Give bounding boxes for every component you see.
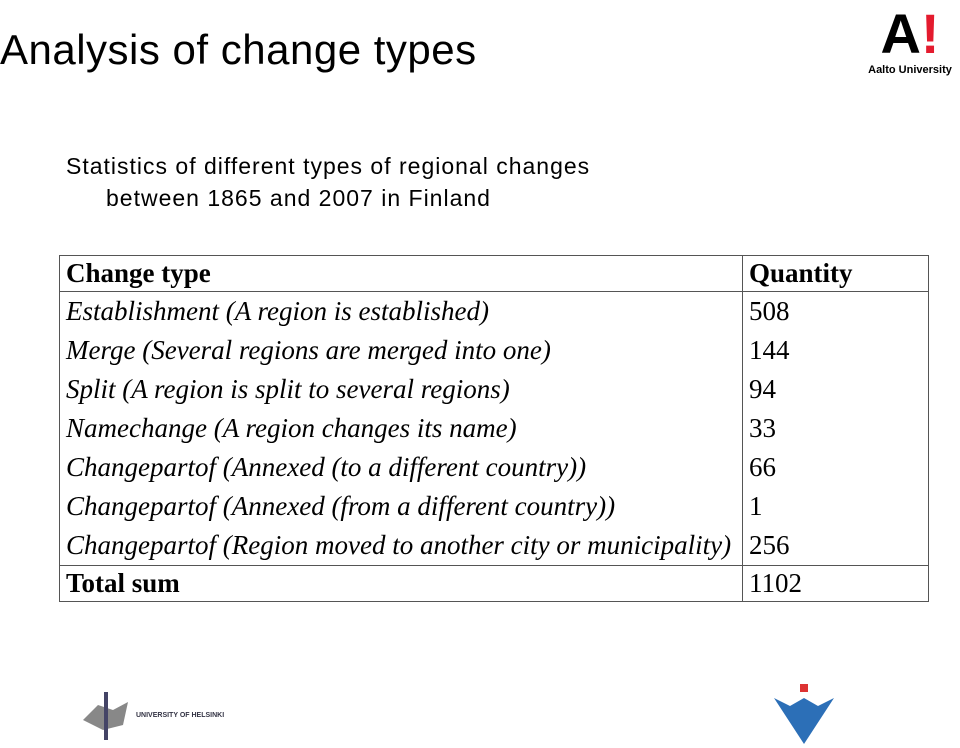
- emblem: [774, 684, 834, 744]
- subtitle: Statistics of different types of regiona…: [66, 150, 590, 214]
- cell: Changepartof (Annexed (to a different co…: [59, 448, 743, 487]
- cell: 144: [742, 331, 929, 370]
- cell: 508: [742, 291, 929, 331]
- cell: Merge (Several regions are merged into o…: [59, 331, 743, 370]
- cell: Establishment (A region is established): [59, 291, 743, 331]
- header-cell: Quantity: [742, 255, 929, 292]
- helsinki-logo: UNIVERSITY OF HELSINKI: [136, 712, 225, 719]
- cell: 66: [742, 448, 929, 487]
- logo: A! Aalto University: [862, 4, 958, 77]
- cell: 94: [742, 370, 929, 409]
- cell: Changepartof (Annexed (from a different …: [59, 487, 743, 526]
- total-value: 1102: [742, 565, 929, 602]
- table: Change type Quantity Establishment (A reg…: [59, 255, 929, 602]
- cell: 256: [742, 526, 929, 566]
- header-cell: Change type: [59, 255, 743, 292]
- cell: Split (A region is split to several regi…: [59, 370, 743, 409]
- cell: 1: [742, 487, 929, 526]
- cell: Namechange (A region changes its name): [59, 409, 743, 448]
- cell: Changepartof (Region moved to another ci…: [59, 526, 743, 566]
- subtitle-line: Statistics of different types of regiona…: [66, 153, 591, 179]
- logo-text: Aalto University: [868, 64, 952, 76]
- cell: 33: [742, 409, 929, 448]
- title: Analysis of change types: [0, 26, 477, 73]
- helsinki-emblem: [83, 692, 128, 740]
- total-label: Total sum: [59, 565, 743, 602]
- subtitle-line: between 1865 and 2007 in Finland: [106, 185, 491, 211]
